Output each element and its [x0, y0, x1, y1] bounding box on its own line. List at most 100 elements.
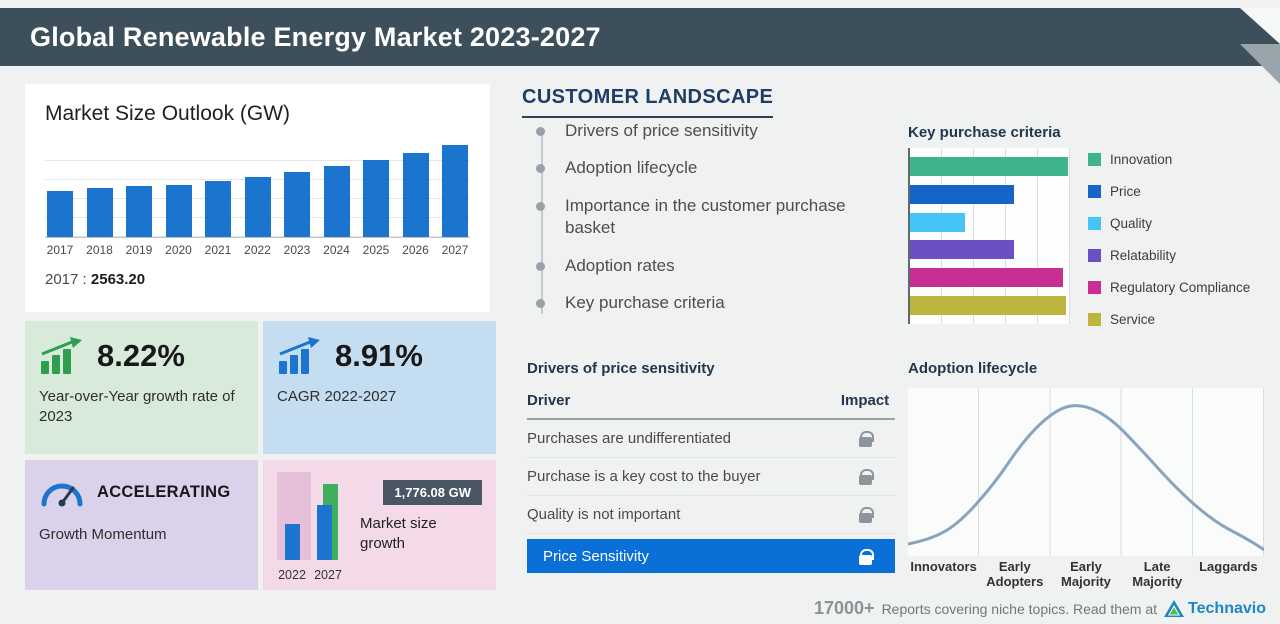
market-outlook-title: Market Size Outlook (GW) [45, 102, 291, 125]
market-size-bar-chart [45, 142, 470, 238]
market-growth-badge: 1,776.08 GW [383, 480, 482, 505]
impact-cell [835, 468, 895, 485]
adoption-lifecycle-labels: Innovators Early Adopters Early Majority La… [908, 559, 1264, 590]
kpc-bar-relatability [910, 240, 1014, 260]
kpc-legend-item: Price [1088, 184, 1250, 199]
legend-label: Relatability [1110, 248, 1177, 263]
legend-label: Regulatory Compliance [1110, 280, 1251, 295]
legend-label: Innovation [1110, 152, 1173, 167]
market-year-label: 2018 [86, 243, 113, 257]
yoy-growth-label: Year-over-Year growth rate of 2023 [39, 388, 235, 426]
market-growth-mini-chart: 2022 2027 [275, 470, 375, 582]
driver-label: Purchase is a key cost to the buyer [527, 468, 761, 485]
driver-label: Purchases are undifferentiated [527, 430, 732, 447]
kpc-bar-price [910, 184, 1014, 204]
impact-column-header: Impact [840, 392, 890, 409]
mini-bar-2027 [317, 505, 332, 560]
market-bar-2023 [284, 172, 310, 237]
callout-year: 2017 [45, 271, 79, 288]
kpc-legend-item: Service [1088, 312, 1250, 327]
market-bar-2022 [244, 177, 271, 237]
price-sensitivity-table: Driver Impact Purchases are undifferenti… [527, 392, 895, 573]
customer-landscape-list: Drivers of price sensitivity Adoption lif… [527, 120, 872, 330]
cagr-card: 8.91% CAGR 2022-2027 [263, 321, 496, 454]
legend-marker [1088, 153, 1101, 166]
callout-separator: : [82, 271, 87, 288]
adoption-lifecycle-title: Adoption lifecycle [908, 360, 1038, 377]
customer-landscape-title: CUSTOMER LANDSCAPE [522, 86, 774, 118]
legend-label: Service [1110, 312, 1156, 327]
market-year-label: 2022 [244, 243, 271, 257]
market-bar-2018 [86, 188, 113, 237]
price-sensitivity-title: Drivers of price sensitivity [527, 360, 715, 377]
market-year-label: 2023 [283, 243, 311, 257]
lock-icon [858, 431, 874, 447]
growth-momentum-card: ACCELERATING Growth Momentum [25, 460, 258, 590]
highlight-label: Price Sensitivity [543, 547, 649, 565]
lifecycle-stage-label: Early Adopters [986, 559, 1044, 589]
kpc-legend-item: Innovation [1088, 152, 1250, 167]
key-purchase-criteria-chart [908, 148, 1070, 324]
callout-value: 2563.20 [90, 271, 146, 288]
bell-curve [906, 404, 1266, 552]
market-bar-2021 [205, 181, 231, 237]
market-bar-2019 [126, 186, 152, 237]
footer: 17000+ Reports covering niche topics. Re… [814, 598, 1266, 619]
market-bar-2020 [165, 185, 192, 237]
table-header-row: Driver Impact [527, 392, 895, 420]
momentum-label: Growth Momentum [39, 526, 167, 543]
legend-marker [1088, 313, 1101, 326]
kpc-bar-innovation [910, 156, 1068, 176]
report-count: 17000+ [813, 598, 875, 618]
footer-text: Reports covering niche topics. Read them… [881, 600, 1158, 617]
market-bar-2024 [323, 166, 350, 237]
cagr-value: 8.91% [335, 338, 423, 373]
driver-row: Quality is not important [527, 496, 895, 534]
lock-icon [858, 548, 874, 565]
legend-marker [1088, 217, 1101, 230]
market-year-label: 2020 [165, 243, 192, 257]
customer-landscape-item: Adoption rates [536, 255, 872, 277]
customer-landscape-item: Drivers of price sensitivity [536, 120, 872, 142]
market-growth-label: Market size growth [360, 515, 437, 552]
market-year-label: 2019 [125, 243, 153, 257]
technavio-triangle-icon [1164, 600, 1185, 617]
key-purchase-criteria-legend: Innovation Price Quality Relatability Regula… [1088, 152, 1250, 344]
speedometer-icon [41, 483, 83, 507]
growth-bars-icon [41, 337, 82, 374]
market-year-label: 2026 [402, 243, 429, 257]
impact-cell [835, 506, 895, 523]
market-year-label: 2024 [323, 243, 350, 257]
market-year-label: 2027 [441, 243, 469, 257]
lifecycle-stage-label: Laggards [1199, 559, 1258, 574]
kpc-bar-quality [910, 212, 965, 232]
market-year-label: 2025 [362, 243, 390, 257]
driver-row: Purchase is a key cost to the buyer [527, 458, 895, 496]
mini-year-start: 2022 [278, 568, 306, 582]
legend-marker [1088, 249, 1101, 262]
kpc-legend-item: Regulatory Compliance [1088, 280, 1250, 295]
kpc-legend-item: Relatability [1088, 248, 1250, 263]
key-purchase-criteria-title: Key purchase criteria [908, 124, 1061, 141]
market-bar-2026 [402, 153, 429, 237]
lock-icon [858, 507, 874, 523]
kpc-bar-regulatory-compliance [910, 268, 1063, 288]
technavio-logo[interactable]: Technavio [1164, 600, 1266, 618]
page-title: Global Renewable Energy Market 2023-2027 [30, 21, 601, 52]
market-size-growth-card: 2022 2027 1,776.08 GW Market size growth [263, 460, 496, 590]
header-banner: Global Renewable Energy Market 2023-2027 [0, 8, 1280, 66]
market-bar-2027 [442, 145, 468, 237]
price-sensitivity-highlight-row: Price Sensitivity [527, 539, 895, 573]
impact-cell [835, 430, 895, 447]
driver-label: Quality is not important [527, 506, 681, 523]
mini-year-end: 2027 [314, 568, 342, 582]
adoption-lifecycle-chart [906, 388, 1266, 556]
kpc-legend-item: Quality [1088, 216, 1250, 231]
lifecycle-stage-label: Early Majority [1061, 559, 1111, 589]
lock-icon [858, 469, 874, 485]
table-body: Purchases are undifferentiated Purchase i… [527, 420, 895, 534]
legend-label: Price [1110, 184, 1141, 199]
customer-landscape-item: Importance in the customer purchase bask… [536, 195, 872, 240]
legend-marker [1088, 281, 1101, 294]
